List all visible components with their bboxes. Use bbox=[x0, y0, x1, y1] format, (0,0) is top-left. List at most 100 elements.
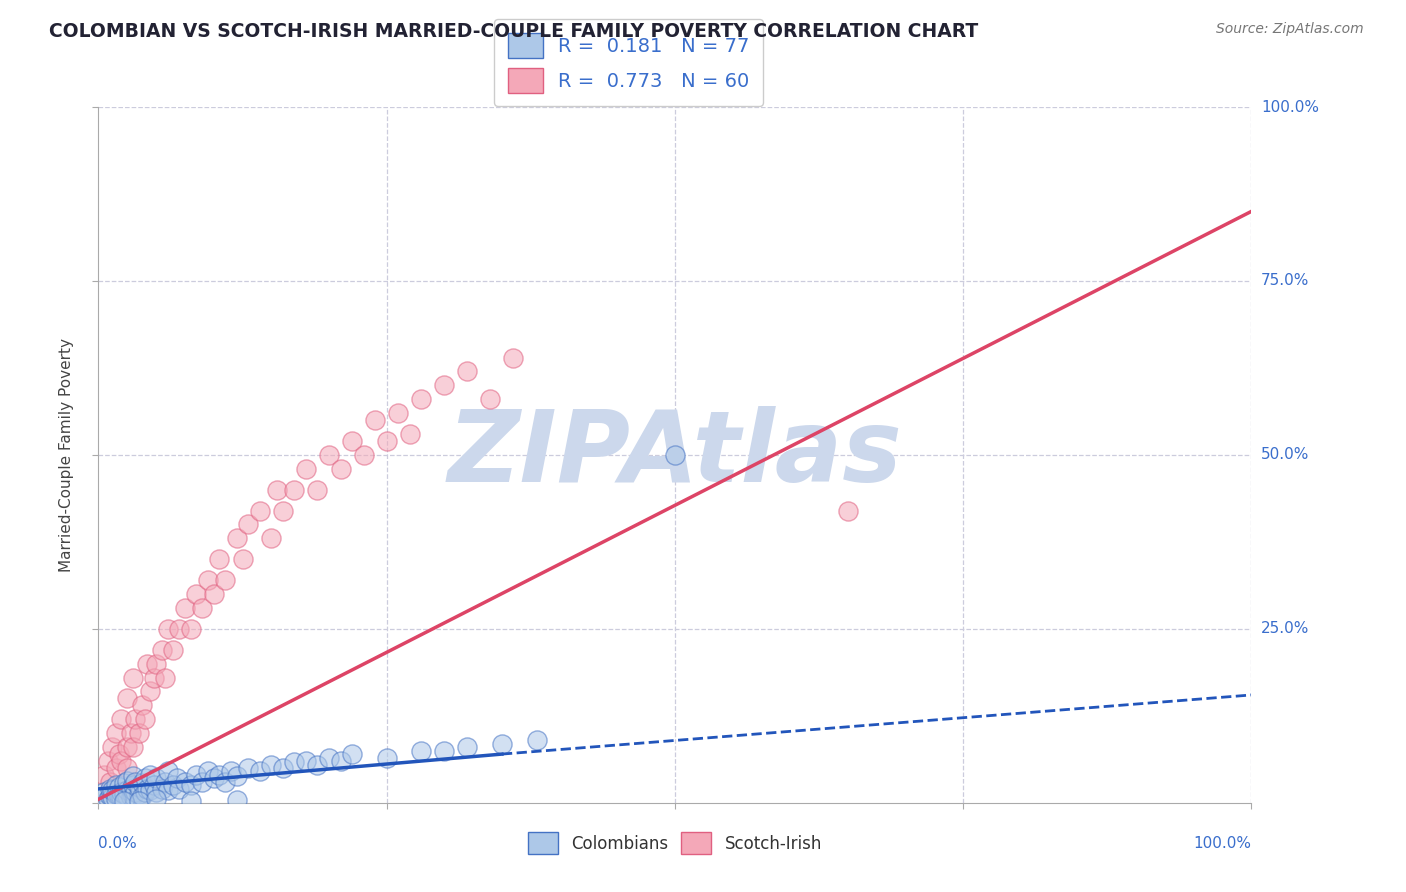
Point bbox=[208, 768, 231, 782]
Point bbox=[122, 740, 145, 755]
Point bbox=[117, 773, 139, 788]
Point bbox=[110, 754, 132, 768]
Point bbox=[266, 483, 288, 497]
Point bbox=[117, 789, 139, 803]
Point bbox=[124, 775, 146, 789]
Point bbox=[191, 775, 214, 789]
Point bbox=[120, 781, 142, 796]
Point bbox=[307, 483, 329, 497]
Point bbox=[295, 462, 318, 476]
Point bbox=[139, 684, 162, 698]
Text: 50.0%: 50.0% bbox=[1261, 448, 1309, 462]
Point bbox=[375, 434, 398, 448]
Point bbox=[93, 785, 115, 799]
Point bbox=[162, 778, 184, 793]
Text: 75.0%: 75.0% bbox=[1261, 274, 1309, 288]
Point bbox=[219, 764, 242, 779]
Text: 25.0%: 25.0% bbox=[1261, 622, 1309, 636]
Point bbox=[283, 483, 305, 497]
Legend: Colombians, Scotch-Irish: Colombians, Scotch-Irish bbox=[522, 826, 828, 861]
Point bbox=[295, 754, 318, 768]
Point bbox=[145, 772, 167, 786]
Point bbox=[167, 781, 190, 796]
Point bbox=[104, 726, 127, 740]
Point bbox=[104, 788, 127, 802]
Point bbox=[97, 792, 120, 806]
Point bbox=[122, 778, 145, 793]
Point bbox=[93, 790, 115, 805]
Point bbox=[307, 757, 329, 772]
Point bbox=[411, 392, 433, 407]
Point bbox=[139, 768, 162, 782]
Point bbox=[202, 587, 225, 601]
Point bbox=[124, 712, 146, 726]
Point bbox=[131, 776, 153, 790]
Point bbox=[124, 785, 146, 799]
Point bbox=[353, 448, 375, 462]
Point bbox=[112, 794, 135, 808]
Point bbox=[260, 532, 283, 546]
Point bbox=[249, 503, 271, 517]
Point bbox=[134, 785, 156, 799]
Point bbox=[122, 789, 145, 803]
Point bbox=[108, 747, 131, 761]
Point bbox=[433, 744, 456, 758]
Point bbox=[197, 573, 219, 587]
Point bbox=[128, 788, 150, 802]
Point bbox=[135, 657, 157, 671]
Point bbox=[108, 780, 131, 795]
Point bbox=[122, 769, 145, 783]
Point bbox=[156, 783, 179, 797]
Point bbox=[398, 427, 420, 442]
Point bbox=[101, 740, 124, 755]
Point bbox=[112, 788, 135, 802]
Point bbox=[142, 778, 165, 793]
Text: ZIPAtlas: ZIPAtlas bbox=[447, 407, 903, 503]
Text: Source: ZipAtlas.com: Source: ZipAtlas.com bbox=[1216, 22, 1364, 37]
Point bbox=[191, 601, 214, 615]
Point bbox=[117, 783, 139, 797]
Text: 100.0%: 100.0% bbox=[1261, 100, 1319, 114]
Point bbox=[128, 780, 150, 795]
Point bbox=[93, 768, 115, 782]
Point bbox=[174, 775, 197, 789]
Point bbox=[231, 552, 254, 566]
Point bbox=[491, 737, 513, 751]
Point bbox=[101, 790, 124, 805]
Y-axis label: Married-Couple Family Poverty: Married-Couple Family Poverty bbox=[59, 338, 75, 572]
Point bbox=[131, 789, 153, 803]
Point bbox=[433, 378, 456, 392]
Point bbox=[104, 778, 127, 793]
Point bbox=[225, 769, 247, 783]
Point bbox=[329, 462, 352, 476]
Point bbox=[145, 657, 167, 671]
Point bbox=[150, 781, 173, 796]
Point bbox=[456, 364, 478, 378]
Point bbox=[375, 750, 398, 764]
Point bbox=[180, 794, 202, 808]
Point bbox=[271, 503, 294, 517]
Point bbox=[202, 772, 225, 786]
Text: 100.0%: 100.0% bbox=[1194, 836, 1251, 851]
Point bbox=[156, 764, 179, 779]
Point bbox=[456, 740, 478, 755]
Point bbox=[837, 503, 859, 517]
Text: COLOMBIAN VS SCOTCH-IRISH MARRIED-COUPLE FAMILY POVERTY CORRELATION CHART: COLOMBIAN VS SCOTCH-IRISH MARRIED-COUPLE… bbox=[49, 22, 979, 41]
Point bbox=[128, 726, 150, 740]
Point bbox=[122, 671, 145, 685]
Point bbox=[260, 757, 283, 772]
Point bbox=[502, 351, 524, 365]
Point bbox=[117, 691, 139, 706]
Point bbox=[214, 775, 236, 789]
Point bbox=[180, 622, 202, 636]
Point bbox=[283, 756, 305, 770]
Point bbox=[340, 434, 363, 448]
Point bbox=[101, 783, 124, 797]
Point bbox=[162, 642, 184, 657]
Point bbox=[411, 744, 433, 758]
Point bbox=[110, 790, 132, 805]
Point bbox=[134, 712, 156, 726]
Point bbox=[387, 406, 409, 420]
Point bbox=[238, 517, 260, 532]
Point bbox=[318, 448, 340, 462]
